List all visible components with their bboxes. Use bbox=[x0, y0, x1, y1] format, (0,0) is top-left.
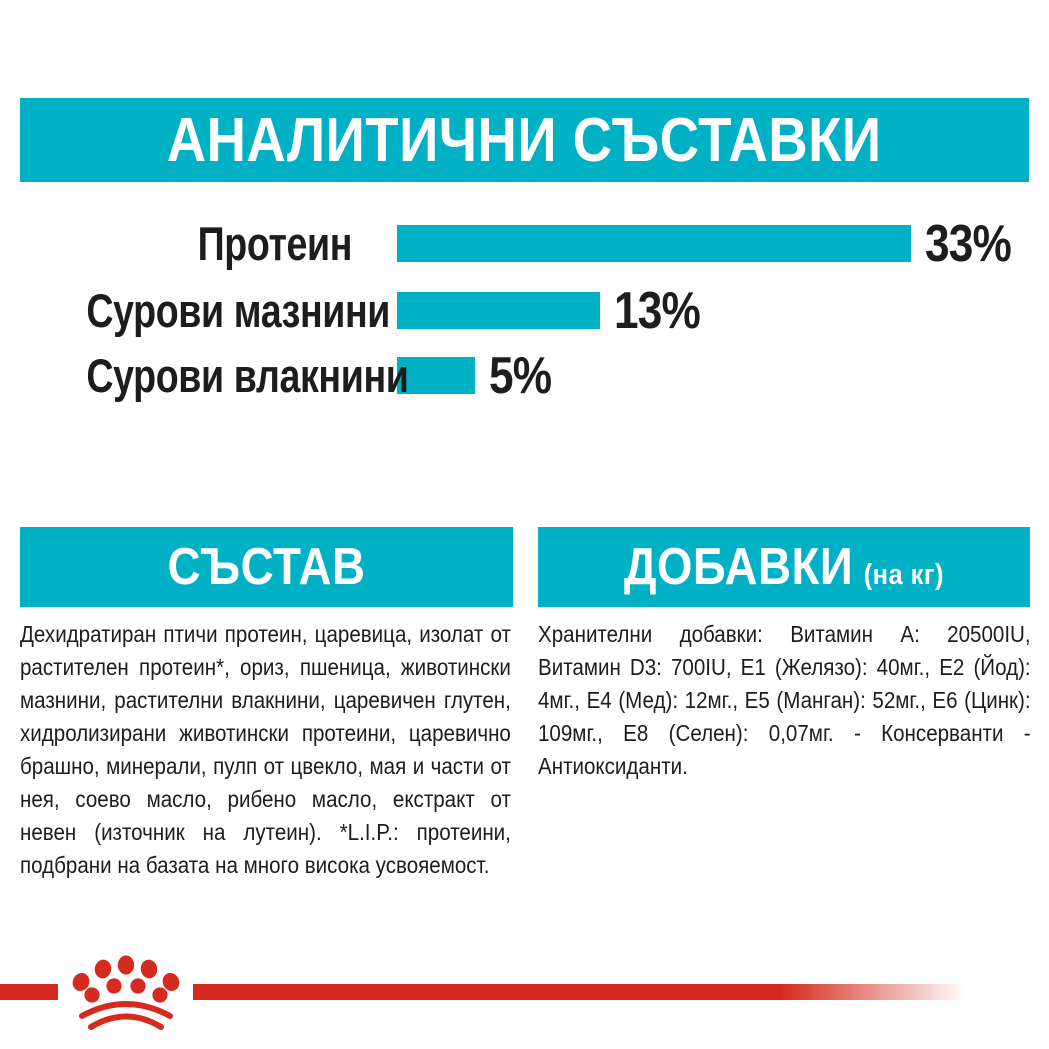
bar-label-protein: Протеин bbox=[197, 217, 353, 270]
additives-banner: ДОБАВКИ (на кг) bbox=[538, 527, 1030, 607]
footer-rule-left bbox=[0, 984, 58, 1000]
composition-text: Дехидратиран птичи протеин, царевица, из… bbox=[20, 621, 511, 878]
chart-row-crude-fat: Сурови мазнини 13% bbox=[20, 282, 715, 340]
bar-value-protein: 33% bbox=[925, 214, 1012, 273]
analytical-constituents-banner: АНАЛИТИЧНИ СЪСТАВКИ bbox=[20, 98, 1029, 182]
additives-title: ДОБАВКИ bbox=[623, 538, 854, 596]
bar-label-crude-fat: Сурови мазнини bbox=[86, 284, 391, 337]
bar-label-crude-fibre: Сурови влакнини bbox=[86, 349, 409, 402]
additives-text: Хранителни добавки: Витамин A: 20500IU, … bbox=[538, 621, 1031, 779]
chart-row-protein: Протеин 33% bbox=[20, 215, 1026, 273]
composition-title: СЪСТАВ bbox=[167, 538, 366, 596]
bar-crude-fat bbox=[397, 292, 600, 329]
chart-row-crude-fibre: Сурови влакнини 5% bbox=[20, 347, 562, 405]
analytical-constituents-title: АНАЛИТИЧНИ СЪСТАВКИ bbox=[167, 105, 882, 175]
footer-rule-right bbox=[193, 984, 967, 1000]
bar-value-crude-fat: 13% bbox=[614, 281, 701, 340]
bar-value-crude-fibre: 5% bbox=[489, 346, 552, 405]
additives-title-suffix: (на кг) bbox=[863, 559, 945, 591]
bar-protein bbox=[397, 225, 911, 262]
composition-banner: СЪСТАВ bbox=[20, 527, 513, 607]
royal-canin-crown-logo bbox=[72, 955, 180, 1030]
bar-crude-fibre bbox=[397, 357, 475, 394]
